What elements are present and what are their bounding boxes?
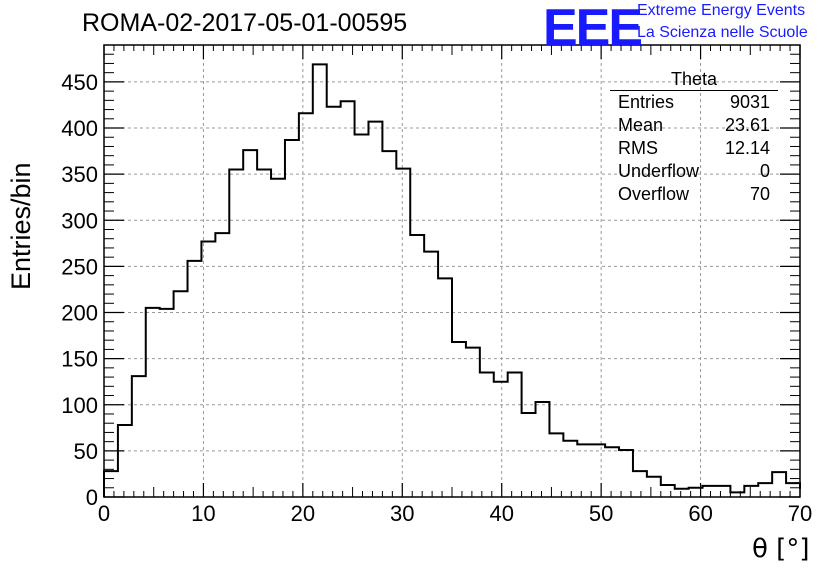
stats-label: Overflow	[618, 184, 690, 204]
x-tick-label: 70	[788, 501, 812, 526]
histogram-bin	[577, 444, 591, 497]
stats-label: Mean	[618, 115, 664, 135]
histogram-bin	[104, 471, 118, 497]
stats-value: 23.61	[724, 115, 770, 135]
histogram-bin	[410, 235, 424, 497]
histogram-bin	[132, 376, 146, 497]
stats-row: Overflow 70	[610, 183, 778, 206]
histogram-bin	[633, 471, 647, 497]
stats-row: Entries 9031	[610, 91, 778, 114]
histogram-bin	[480, 372, 494, 497]
histogram-bin	[313, 64, 327, 497]
stats-label: Entries	[618, 92, 675, 112]
y-tick-label: 450	[61, 70, 98, 95]
histogram-bin	[563, 441, 577, 497]
y-tick-label: 0	[86, 485, 98, 510]
tick-labels: 0 10 20 30 40 50 60 70 0 50 100 150 200 250 300 350 400 4…	[61, 70, 812, 526]
histogram-bin	[772, 472, 786, 497]
histogram-bin	[591, 444, 605, 497]
x-tick-label: 0	[98, 501, 110, 526]
y-tick-label: 50	[74, 439, 98, 464]
stats-value: 0	[759, 161, 770, 181]
stats-label: RMS	[618, 138, 658, 158]
histogram-bin	[146, 308, 160, 497]
histogram-bin	[382, 151, 396, 497]
histogram-bin	[215, 233, 229, 497]
histogram-bin	[703, 486, 717, 497]
stats-row: Mean 23.61	[610, 114, 778, 137]
histogram-bin	[522, 413, 536, 497]
histogram-bin	[174, 291, 188, 497]
histogram-outline	[103, 63, 801, 497]
stats-value: 9031	[729, 92, 770, 112]
histogram-bin	[605, 447, 619, 497]
histogram-bin	[452, 342, 466, 497]
stats-row: RMS 12.14	[610, 137, 778, 160]
histogram-bin	[396, 169, 410, 497]
histogram-bin	[355, 134, 369, 497]
y-tick-label: 150	[61, 347, 98, 372]
stats-box: Theta Entries 9031 Mean 23.61 RMS 12.14 …	[610, 70, 778, 206]
y-tick-label: 300	[61, 208, 98, 233]
x-tick-label: 10	[191, 501, 215, 526]
histogram-bin	[424, 252, 438, 497]
histogram-bin	[536, 402, 550, 497]
histogram-bin	[619, 450, 633, 497]
y-tick-label: 350	[61, 162, 98, 187]
y-axis-label: Entries/bin	[6, 162, 36, 290]
histogram-bin	[341, 101, 355, 497]
histogram-bin	[118, 425, 132, 497]
stats-value: 70	[749, 184, 770, 204]
histogram-bin	[647, 477, 661, 497]
histogram-bin	[466, 348, 480, 497]
histogram-bin	[675, 489, 689, 497]
histogram-bin	[271, 179, 285, 497]
histogram-bin	[716, 486, 730, 497]
histogram-bin	[786, 483, 800, 497]
stats-row: Underflow 0	[610, 160, 778, 183]
logo-line-2: La Scienza nelle Scuole	[637, 24, 808, 41]
histogram-bin	[285, 140, 299, 497]
axis-ticks	[103, 45, 801, 498]
x-tick-label: 20	[291, 501, 315, 526]
histogram-bin	[229, 170, 243, 497]
chart-title: ROMA-02-2017-05-01-00595	[82, 9, 408, 37]
histogram-bin	[508, 372, 522, 497]
x-axis-label: θ [°]	[752, 534, 810, 564]
x-tick-label: 40	[489, 501, 513, 526]
stats-value: 12.14	[724, 138, 770, 158]
y-tick-label: 250	[61, 254, 98, 279]
x-tick-label: 50	[589, 501, 613, 526]
histogram-bin	[188, 261, 202, 497]
histogram-bin	[160, 309, 174, 497]
x-tick-label: 60	[688, 501, 712, 526]
histogram-bin	[201, 241, 215, 497]
stats-name: Theta	[610, 70, 778, 91]
histogram-bin	[661, 485, 675, 497]
histogram-bin	[257, 170, 271, 497]
histogram-bin	[243, 150, 257, 497]
eee-logo: EEE	[543, 0, 643, 57]
histogram-bin	[744, 486, 758, 497]
histogram-bin	[494, 382, 508, 497]
y-tick-label: 100	[61, 393, 98, 418]
histogram-bin	[327, 107, 341, 497]
histogram	[103, 63, 801, 497]
stats-label: Underflow	[618, 161, 700, 181]
x-tick-label: 30	[390, 501, 414, 526]
y-tick-label: 200	[61, 301, 98, 326]
histogram-bin	[299, 113, 313, 497]
y-tick-label: 400	[61, 116, 98, 141]
histogram-bin	[438, 278, 452, 497]
logo-line-1: Extreme Energy Events	[637, 2, 806, 19]
histogram-bin	[368, 122, 382, 497]
